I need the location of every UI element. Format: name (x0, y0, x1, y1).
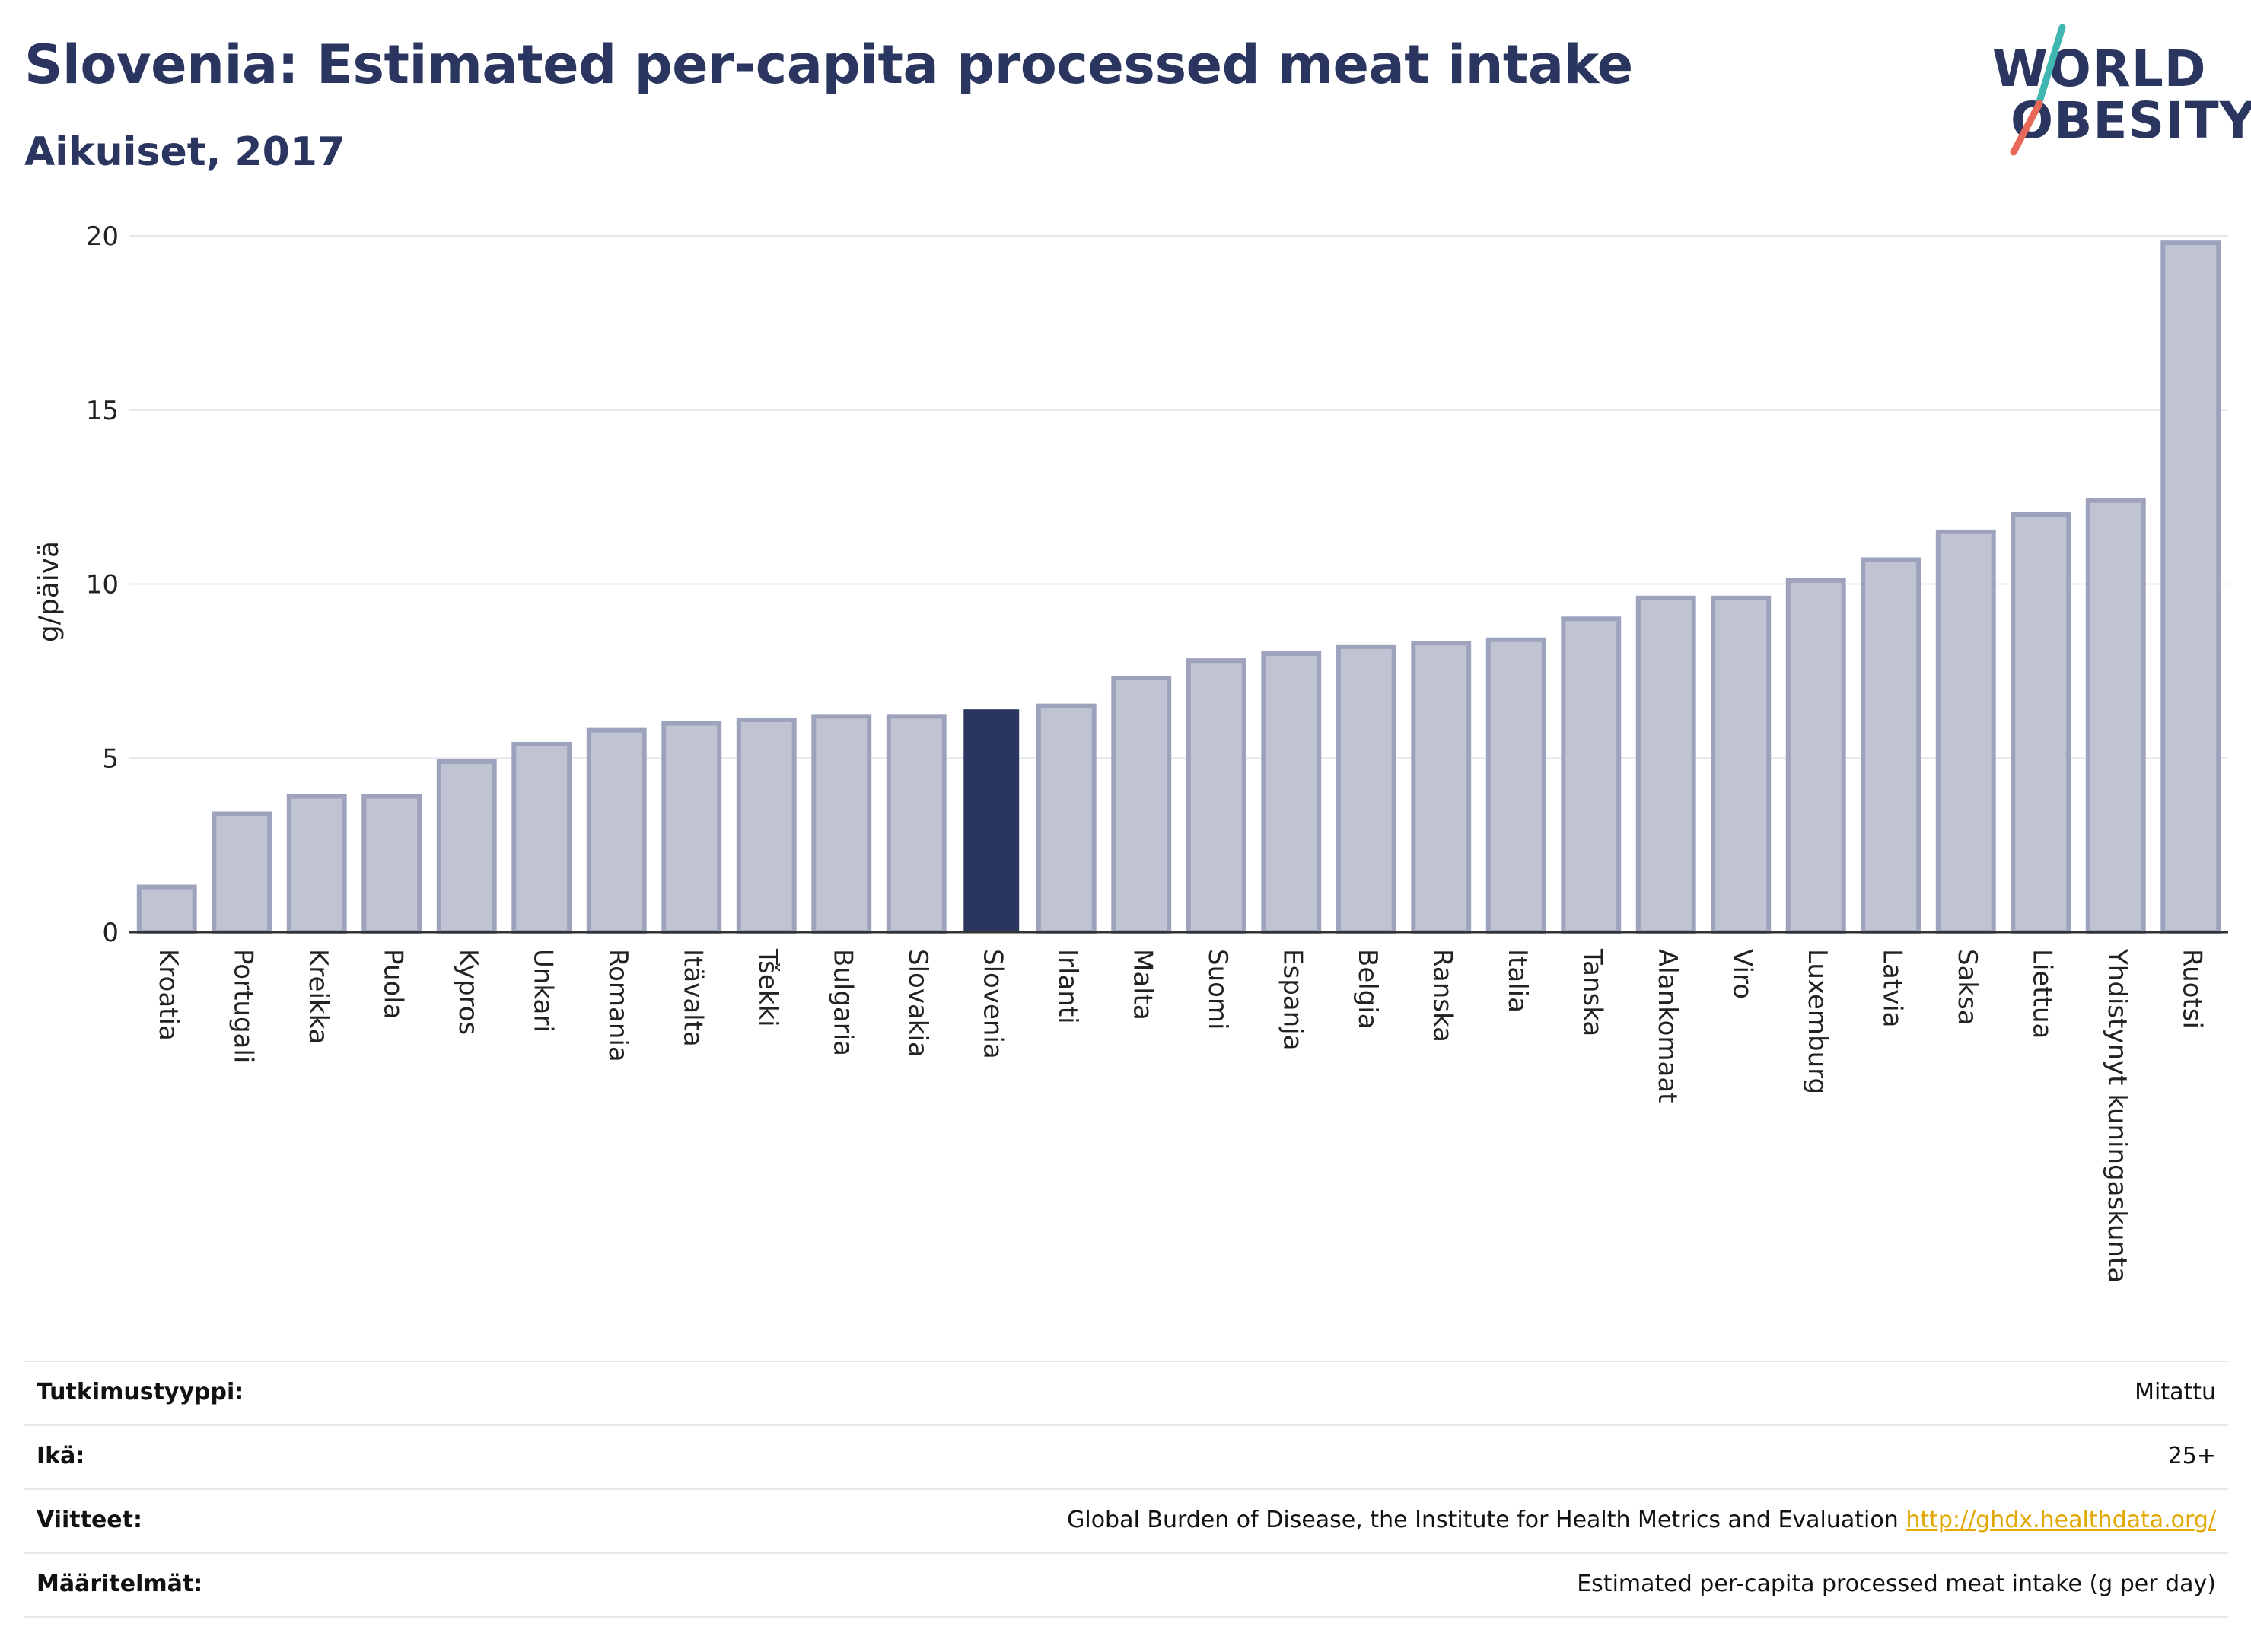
x-tick-label: Ruotsi (2176, 949, 2207, 1029)
bar (1935, 529, 1996, 934)
x-tick-label: Kroatia (153, 949, 183, 1041)
meta-row-definitions: Määritelmät: Estimated per-capita proces… (24, 1552, 2228, 1618)
reference-text: Global Burden of Disease, the Institute … (1067, 1507, 1899, 1533)
bar (661, 721, 722, 934)
reference-link[interactable]: http://ghdx.healthdata.org/ (1906, 1507, 2216, 1533)
bar (811, 714, 872, 934)
x-tick-label: Kypros (453, 949, 483, 1035)
x-tick-label: Alankomaat (1652, 949, 1683, 1103)
x-tick-label: Viro (1727, 949, 1757, 999)
y-tick-label: 10 (86, 570, 119, 600)
meta-row-age: Ikä: 25+ (24, 1424, 2228, 1488)
bar (1261, 651, 1322, 934)
bar (886, 714, 947, 934)
bar (286, 794, 347, 935)
x-tick-label: Portugali (228, 949, 258, 1063)
meta-value-references: Global Burden of Disease, the Institute … (1067, 1507, 2216, 1533)
bar-chart: 0 5 10 15 20 g/päivä Kroatia Portugali Kreikka Pu… (33, 221, 2228, 1283)
y-axis-label: g/päivä (33, 541, 65, 642)
bar (586, 727, 647, 935)
bar (1336, 644, 1396, 934)
bar (436, 759, 497, 935)
x-tick-label: Luxemburg (1802, 949, 1832, 1094)
bar (2085, 498, 2146, 934)
y-tick-label: 5 (102, 743, 119, 774)
x-tick-label: Malta (1127, 949, 1157, 1020)
x-tick-label: Itävalta (677, 949, 708, 1047)
bar (361, 794, 422, 935)
x-tick-label: Latvia (1877, 949, 1907, 1028)
x-tick-label: Saksa (1952, 949, 1982, 1026)
meta-row-references: Viitteet: Global Burden of Disease, the … (24, 1488, 2228, 1552)
bar (2011, 512, 2071, 934)
bar (1485, 637, 1546, 934)
x-tick-label: Slovakia (903, 949, 933, 1058)
bar (1561, 616, 1622, 934)
x-tick-label: Tšekki (753, 948, 783, 1027)
x-tick-label: Suomi (1202, 949, 1233, 1030)
x-tick-label: Puola (377, 949, 408, 1020)
logo-text-line2: OBESITY (2011, 91, 2251, 150)
x-tick-label: Bulgaria (827, 949, 858, 1056)
bar (511, 741, 572, 935)
bar (1711, 595, 1772, 934)
meta-label: Määritelmät: (37, 1571, 203, 1597)
x-tick-label: Tanska (1577, 948, 1607, 1036)
x-tick-label: Belgia (1352, 949, 1383, 1030)
bar (1861, 557, 1921, 934)
x-tick-label: Kreikka (303, 949, 333, 1045)
bar (736, 717, 797, 934)
bar (1036, 703, 1097, 934)
bar (212, 811, 272, 935)
x-tick-label: Slovenia (977, 949, 1008, 1059)
bar (2160, 240, 2221, 934)
meta-label: Ikä: (37, 1443, 85, 1469)
bar (1785, 578, 1846, 934)
meta-value: Mitattu (2135, 1379, 2216, 1405)
metadata-table: Tutkimustyyppi: Mitattu Ikä: 25+ Viittee… (24, 1361, 2228, 1618)
x-tick-label: Romania (603, 949, 633, 1062)
x-tick-label: Irlanti (1052, 949, 1083, 1024)
bar (136, 884, 197, 935)
x-tick-label: Espanja (1277, 949, 1307, 1050)
logo-slash-icon (2010, 24, 2066, 156)
page-subtitle: Aikuiset, 2017 (24, 129, 345, 175)
bar (1635, 595, 1696, 934)
meta-label: Viitteet: (37, 1507, 142, 1533)
meta-row-study-type: Tutkimustyyppi: Mitattu (24, 1361, 2228, 1424)
bar-highlight (963, 709, 1020, 932)
meta-label: Tutkimustyyppi: (37, 1379, 244, 1405)
meta-value: Estimated per-capita processed meat inta… (1577, 1571, 2216, 1597)
bar (1411, 641, 1472, 935)
logo-text-line1: WORLD (1992, 40, 2207, 98)
page-title: Slovenia: Estimated per-capita processed… (24, 33, 1633, 96)
world-obesity-logo: WORLD OBESITY (1979, 21, 2251, 166)
x-tick-label: Yhdistynyt kuningaskunta (2102, 948, 2132, 1283)
x-tick-label: Ranska (1427, 949, 1457, 1042)
y-tick-label: 20 (86, 221, 119, 252)
y-tick-label: 0 (102, 918, 119, 948)
x-tick-label: Unkari (527, 949, 558, 1033)
x-tick-label: Liettua (2027, 949, 2057, 1039)
bar (1186, 658, 1246, 935)
meta-value: 25+ (2167, 1443, 2216, 1469)
x-tick-label: Italia (1502, 949, 1533, 1013)
y-tick-label: 15 (86, 396, 119, 426)
bar (1111, 676, 1172, 935)
